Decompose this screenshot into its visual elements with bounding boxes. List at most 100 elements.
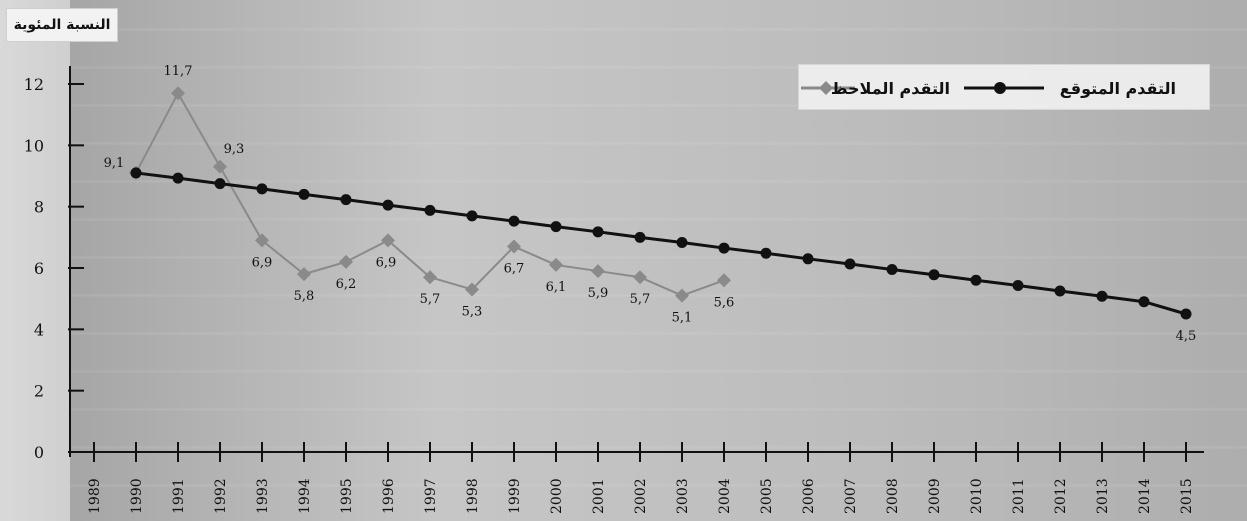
observed-point-marker <box>717 273 731 288</box>
data-label: 5,8 <box>294 289 315 304</box>
x-tick-label: 2003 <box>675 478 691 514</box>
expected-point-marker <box>256 183 268 195</box>
x-tick-label: 1995 <box>339 478 355 514</box>
legend-observed-label: التقدم الملاحظ <box>831 79 950 98</box>
x-tick-label: 2011 <box>1011 478 1027 514</box>
expected-point-marker <box>1096 290 1108 302</box>
x-tick-label: 2004 <box>717 478 733 514</box>
expected-point-marker <box>928 269 940 281</box>
observed-point-marker <box>633 270 647 285</box>
y-tick-label: 4 <box>34 320 44 339</box>
expected-point-marker <box>214 178 226 190</box>
series-layer <box>129 86 1192 320</box>
observed-point-marker <box>423 270 437 285</box>
data-label: 11,7 <box>164 64 193 79</box>
expected-point-marker <box>886 264 898 276</box>
expected-point-marker <box>676 237 688 249</box>
x-tick-label: 1989 <box>87 478 103 514</box>
expected-point-marker <box>1054 285 1066 297</box>
expected-point-marker <box>1138 296 1150 308</box>
x-tick-label: 1996 <box>381 478 397 514</box>
x-tick-label: 2014 <box>1137 478 1153 514</box>
observed-point-marker <box>213 159 227 174</box>
y-tick-label: 10 <box>24 136 44 155</box>
expected-point-marker <box>802 253 814 265</box>
expected-point-marker <box>466 210 478 222</box>
y-tick-label: 6 <box>34 259 44 278</box>
x-tick-label: 1999 <box>507 478 523 514</box>
observed-point-marker <box>549 257 563 272</box>
observed-point-marker <box>297 267 311 282</box>
expected-point-marker <box>130 167 142 179</box>
data-label: 4,5 <box>1176 329 1197 344</box>
data-label: 6,2 <box>336 277 357 292</box>
observed-point-marker <box>339 254 353 269</box>
expected-point-marker <box>550 221 562 233</box>
x-tick-label: 2008 <box>885 478 901 514</box>
data-label: 5,3 <box>462 304 483 319</box>
observed-point-marker <box>255 233 269 248</box>
expected-point-marker <box>718 242 730 254</box>
expected-point-marker <box>1012 279 1024 291</box>
axes-group: 0 2 4 6 8 10 12 1989 1990 1991 1992 1993 1994 1995 199… <box>24 66 1204 514</box>
x-tick-label: 1990 <box>129 478 145 514</box>
x-tick-label: 1997 <box>423 478 439 514</box>
y-axis-title: النسبة المئوية <box>6 8 118 42</box>
data-label: 5,1 <box>672 311 693 326</box>
x-tick-label: 1998 <box>465 478 481 514</box>
observed-point-marker <box>171 86 185 101</box>
x-tick-label: 2010 <box>969 478 985 514</box>
x-tick-label: 2013 <box>1095 478 1111 514</box>
x-tick-label: 2012 <box>1053 478 1069 514</box>
observed-point-marker <box>465 282 479 297</box>
x-tick-label: 1994 <box>297 478 313 514</box>
x-tick-label: 2000 <box>549 478 565 514</box>
x-tick-label: 1991 <box>171 478 187 514</box>
expected-point-marker <box>760 247 772 259</box>
data-label: 5,6 <box>714 295 735 310</box>
data-label: 9,3 <box>224 142 245 157</box>
expected-point-marker <box>172 172 184 184</box>
data-label: 5,7 <box>630 292 651 307</box>
x-tick-label: 2007 <box>843 478 859 514</box>
expected-series-line <box>135 171 1187 316</box>
expected-point-marker <box>844 258 856 270</box>
data-label: 9,1 <box>104 156 125 171</box>
data-label: 5,9 <box>588 286 609 301</box>
expected-point-marker <box>994 82 1006 94</box>
data-label: 6,9 <box>376 255 397 270</box>
expected-point-marker <box>298 188 310 200</box>
expected-point-marker <box>424 204 436 216</box>
x-tick-label: 1992 <box>213 478 229 514</box>
expected-point-marker <box>970 274 982 286</box>
y-tick-label: 12 <box>24 75 44 94</box>
y-tick-label: 0 <box>34 443 44 462</box>
expected-point-marker <box>1180 308 1192 320</box>
y-tick-label: 8 <box>34 198 44 217</box>
data-label: 6,1 <box>546 280 567 295</box>
data-label: 6,9 <box>252 255 273 270</box>
data-label: 6,7 <box>504 262 525 277</box>
observed-point-marker <box>591 264 605 279</box>
x-tick-label: 1993 <box>255 478 271 514</box>
x-tick-label: 2015 <box>1179 478 1195 514</box>
x-tick-label: 2001 <box>591 478 607 514</box>
x-tick-label: 2002 <box>633 478 649 514</box>
legend-expected-label: التقدم المتوقع <box>1060 79 1176 98</box>
observed-point-marker <box>507 239 521 254</box>
expected-point-marker <box>634 231 646 243</box>
expected-point-marker <box>382 199 394 211</box>
labels-layer: 9,1 11,7 9,3 6,9 5,8 6,2 6,9 5,7 5,3 6,7 6,1 5,9 5,7… <box>104 64 1197 344</box>
left-margin-strip <box>0 0 70 521</box>
x-tick-label: 2009 <box>927 478 943 514</box>
observed-point-marker <box>675 288 689 303</box>
x-tick-label: 2006 <box>801 478 817 514</box>
observed-series-line <box>135 92 725 297</box>
data-label: 5,7 <box>420 292 441 307</box>
legend-layer: التقدم المتوقع التقدم الملاحظ <box>801 79 1176 98</box>
expected-point-marker <box>592 226 604 238</box>
observed-point-marker <box>819 81 833 95</box>
y-tick-label: 2 <box>34 382 44 401</box>
x-tick-label: 2005 <box>759 478 775 514</box>
